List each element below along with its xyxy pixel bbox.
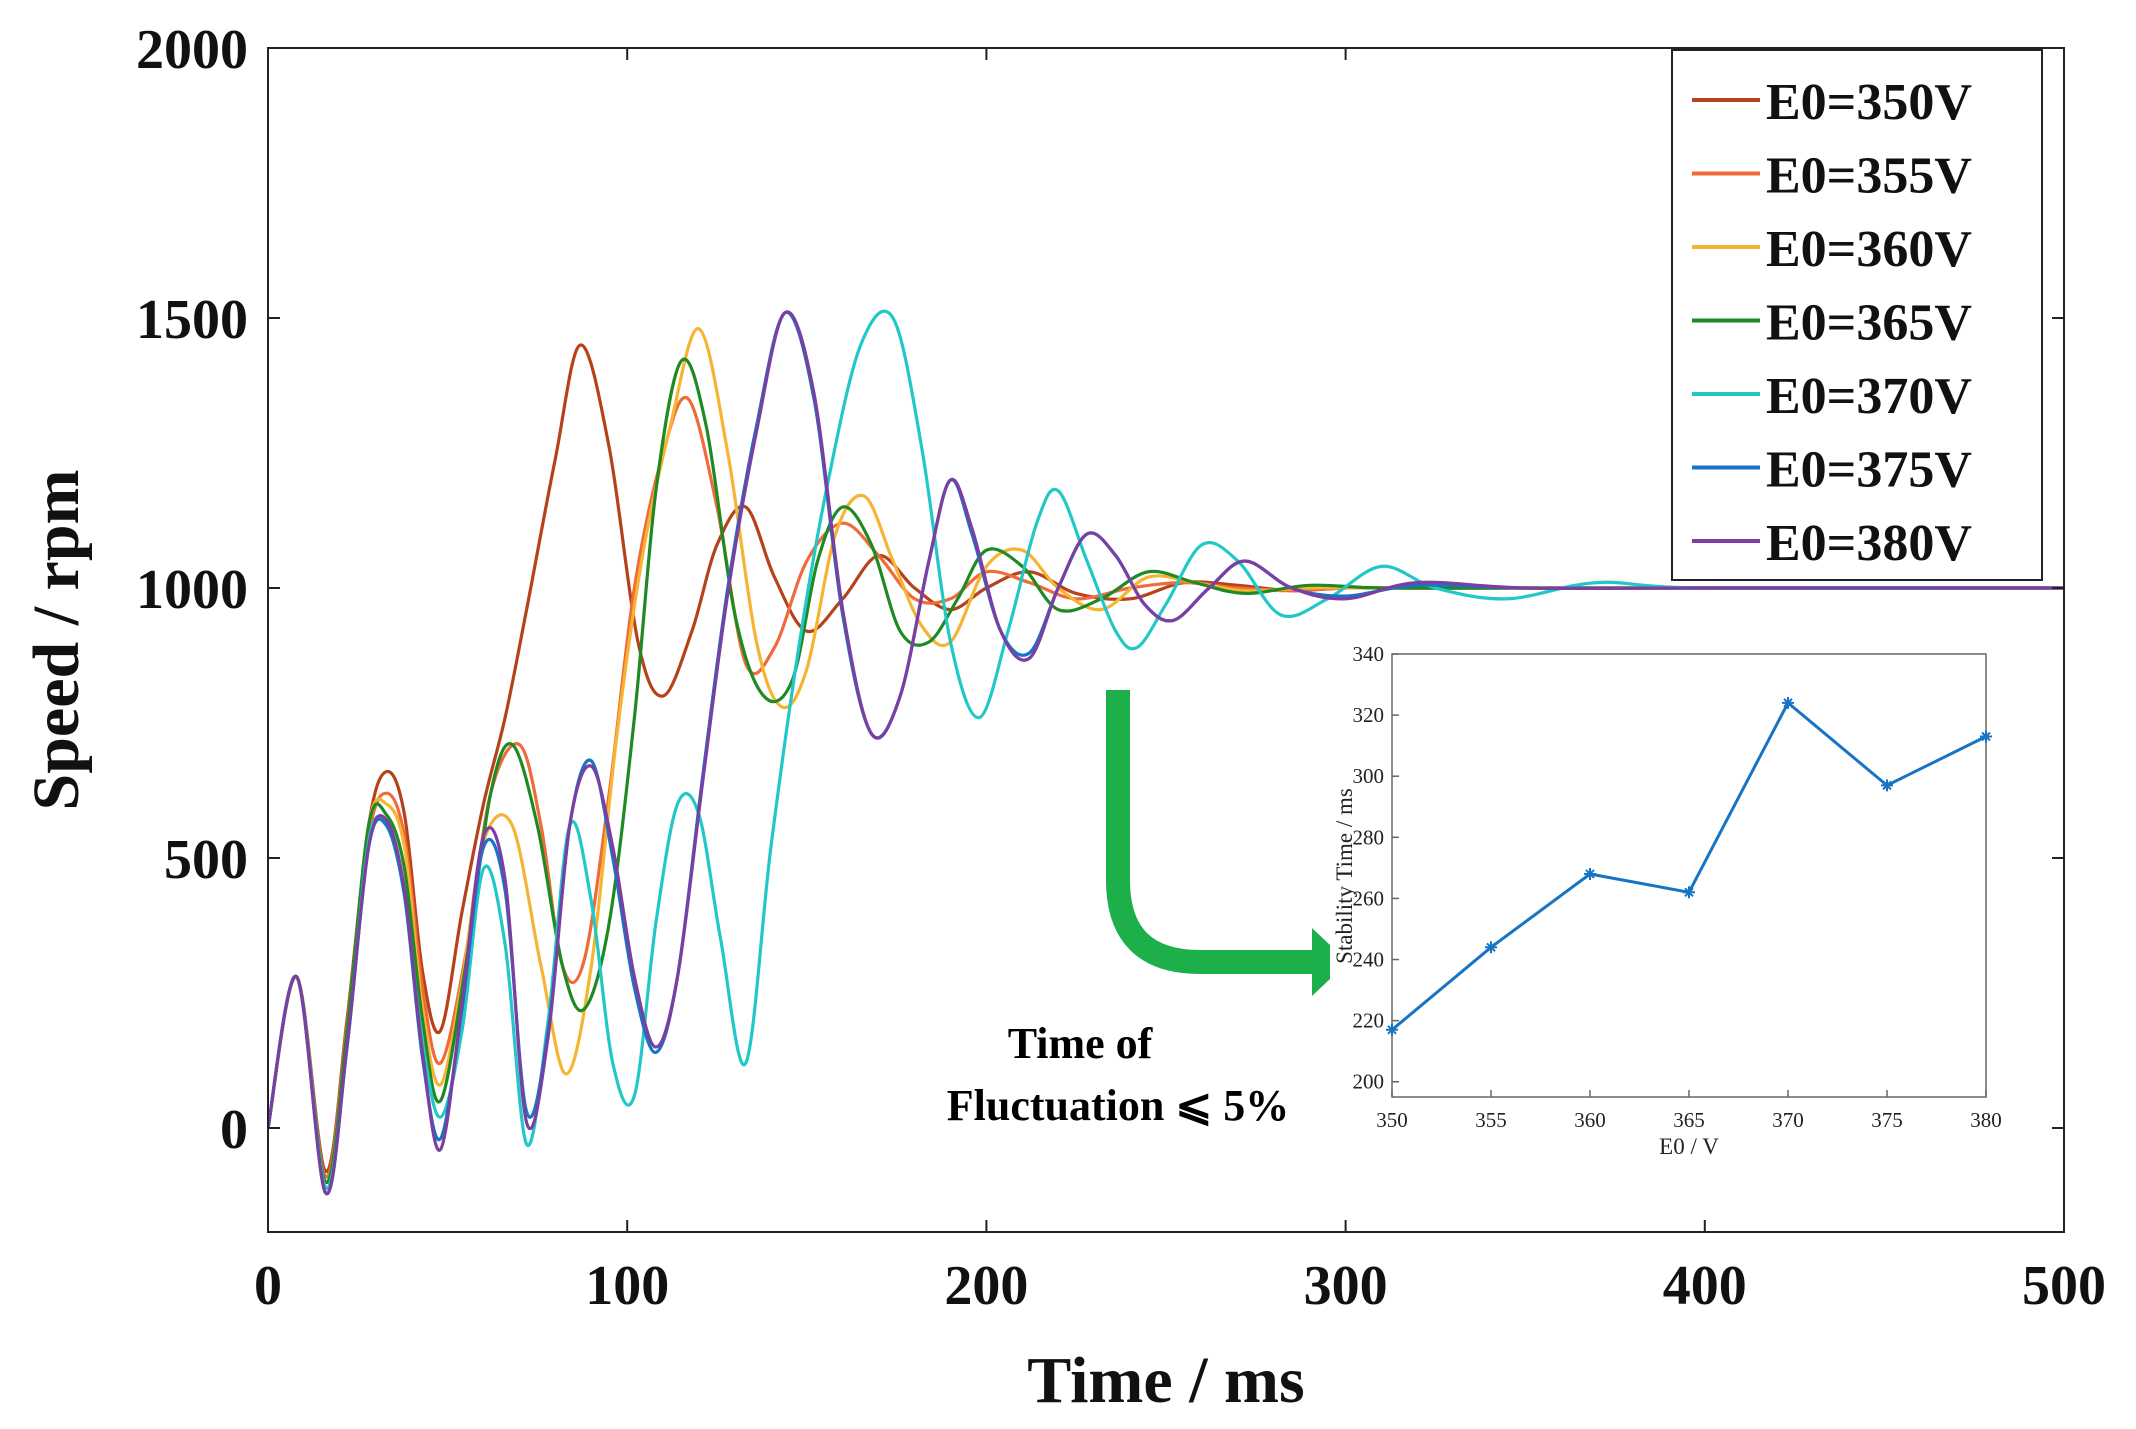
inset-y-tick-label: 280 xyxy=(1353,825,1385,849)
inset-y-tick-label: 240 xyxy=(1353,948,1385,972)
inset-x-axis-title: E0 / V xyxy=(1659,1134,1719,1159)
inset-x-tick-label: 350 xyxy=(1376,1108,1408,1132)
inset-x-tick-label: 360 xyxy=(1574,1108,1606,1132)
inset-frame xyxy=(1391,653,1987,1098)
main-plot: 0 100 200 300 400 500 0 500 1000 1500 2000 Time / m… xyxy=(20,19,2106,1417)
y-tick-label: 2000 xyxy=(136,19,248,81)
legend-label: E0=375V xyxy=(1766,442,1972,499)
series-line-0380v xyxy=(268,310,2064,1196)
series-line-0350v xyxy=(268,343,2064,1173)
legend-label: E0=360V xyxy=(1766,221,1972,278)
inset-y-tick-label: 340 xyxy=(1353,642,1385,666)
inset-plot: 350 355 360 365 370 375 380 200 220 240 260 280 300 3… xyxy=(1330,636,2030,1196)
inset-x-tick-label: 375 xyxy=(1871,1108,1903,1132)
inset-data-point xyxy=(1881,779,1893,792)
plot-frame xyxy=(267,47,2065,1233)
inset-x-tick-label: 370 xyxy=(1772,1108,1804,1132)
y-axis-title: Speed / rpm xyxy=(20,469,93,810)
inset-y-tick-label: 300 xyxy=(1353,764,1385,788)
inset-data-point xyxy=(1584,867,1596,880)
inset-data-point xyxy=(1683,886,1695,899)
annotation-line-1: Time of xyxy=(1008,1019,1154,1068)
legend-label: E0=380V xyxy=(1766,515,1972,572)
y-tick-label: 1000 xyxy=(136,559,248,621)
legend-label: E0=350V xyxy=(1766,74,1972,131)
legend-label: E0=370V xyxy=(1766,368,1972,425)
inset-data-point xyxy=(1980,730,1992,743)
legend-label: E0=365V xyxy=(1766,295,1972,352)
green-arrow-icon xyxy=(1106,690,1348,996)
inset-x-tick-label: 365 xyxy=(1673,1108,1705,1132)
inset-data-point xyxy=(1782,696,1794,709)
inset-y-tick-label: 220 xyxy=(1353,1009,1385,1033)
inset-x-tick-label: 380 xyxy=(1970,1108,2002,1132)
inset-data-point xyxy=(1386,1023,1398,1036)
series-lines xyxy=(268,309,2064,1196)
x-tick-label: 100 xyxy=(585,1255,669,1317)
x-tick-label: 0 xyxy=(254,1255,282,1317)
inset-data-point xyxy=(1485,941,1497,954)
x-tick-label: 300 xyxy=(1304,1255,1388,1317)
inset-y-axis-title: Stability Time / ms xyxy=(1332,788,1357,964)
series-line-0365v xyxy=(268,357,2064,1184)
inset-y-tick-label: 260 xyxy=(1353,886,1385,910)
x-tick-label: 400 xyxy=(1663,1255,1747,1317)
fluctuation-annotation: Time of Fluctuation ⩽ 5% xyxy=(947,1019,1289,1130)
y-tick-label: 500 xyxy=(164,829,248,891)
y-tick-label: 0 xyxy=(220,1099,248,1161)
legend-label: E0=355V xyxy=(1766,148,1972,205)
x-tick-label: 500 xyxy=(2022,1255,2106,1317)
legend: E0=350V E0=355V E0=360V E0=365V E0=370V E0=37… xyxy=(1671,49,2043,581)
x-tick-label: 200 xyxy=(944,1255,1028,1317)
legend-box xyxy=(1671,49,2043,581)
inset-y-tick-label: 320 xyxy=(1353,703,1385,727)
annotation-line-2: Fluctuation ⩽ 5% xyxy=(947,1081,1289,1130)
series-line-0370v xyxy=(268,309,2064,1190)
inset-y-tick-label: 200 xyxy=(1353,1070,1385,1094)
x-axis-title: Time / ms xyxy=(1027,1344,1304,1417)
inset-x-tick-label: 355 xyxy=(1475,1108,1507,1132)
y-tick-label: 1500 xyxy=(136,289,248,351)
